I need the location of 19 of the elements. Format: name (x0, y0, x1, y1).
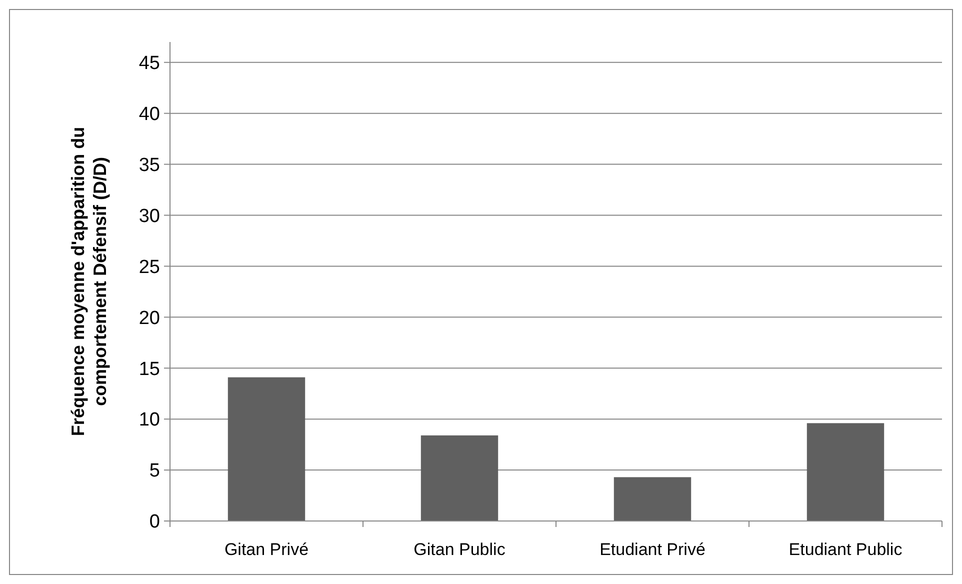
y-tick-label: 40 (138, 104, 160, 125)
y-tick-label: 25 (138, 256, 160, 278)
y-tick-label: 5 (149, 460, 160, 482)
bar (806, 423, 884, 521)
y-axis-title: Fréquence moyenne d'apparition du comportement Défensif (D/D) (68, 126, 110, 436)
bar (614, 477, 692, 521)
bar (420, 435, 498, 521)
y-tick-label: 35 (138, 154, 160, 176)
bar (228, 377, 306, 521)
x-tick-label: Etudiant Public (788, 540, 903, 559)
y-tick-label: 10 (138, 410, 160, 431)
y-tick-label: 0 (149, 512, 160, 533)
x-tick-label: Etudiant Privé (600, 540, 706, 559)
y-tick-label: 45 (138, 53, 160, 74)
y-tick-label: 20 (138, 308, 160, 329)
y-tick-label: 15 (138, 358, 160, 380)
x-tick-label: Gitan Privé (224, 540, 309, 559)
y-tick-label: 30 (138, 206, 160, 227)
x-tick-label: Gitan Public (414, 540, 506, 559)
